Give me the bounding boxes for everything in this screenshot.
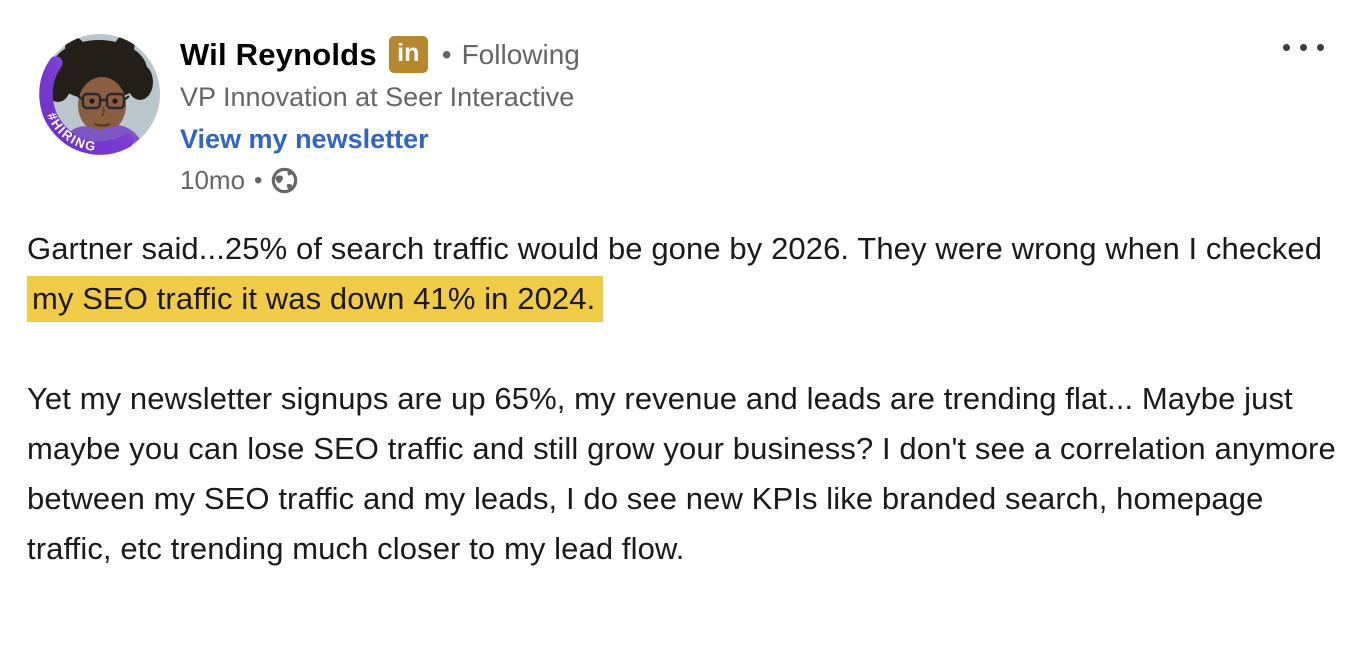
post-paragraph-1: Gartner said...25% of search traffic wou…	[27, 224, 1340, 324]
post-paragraph-2: Yet my newsletter signups are up 65%, my…	[27, 381, 1336, 566]
post-meta-row: 10mo •	[180, 165, 580, 196]
avatar[interactable]: #HIRING	[36, 30, 164, 158]
avatar-photo: #HIRING	[39, 34, 160, 155]
post-timestamp: 10mo	[180, 165, 246, 195]
header-info: Wil Reynolds in • Following VP Innovatio…	[180, 30, 580, 196]
hiring-ring	[39, 56, 134, 155]
following-status[interactable]: Following	[461, 38, 580, 70]
highlighted-text: my SEO traffic it was down 41% in 2024.	[27, 276, 604, 322]
ellipsis-dot	[1317, 44, 1324, 51]
dot-separator: •	[254, 166, 263, 194]
post-header: #HIRING Wil Reynolds in • Following VP I…	[0, 0, 1368, 196]
ellipsis-dot	[1283, 44, 1290, 51]
dot-separator: •	[441, 38, 452, 70]
ellipsis-dot	[1300, 44, 1307, 51]
paragraph-1-text: Gartner said...25% of search traffic wou…	[27, 231, 1323, 266]
author-name[interactable]: Wil Reynolds	[180, 36, 377, 72]
globe-icon	[271, 167, 298, 194]
post-body-text: Gartner said...25% of search traffic wou…	[0, 196, 1368, 574]
linkedin-badge-icon: in	[388, 36, 428, 73]
newsletter-link[interactable]: View my newsletter	[180, 124, 429, 154]
author-headline: VP Innovation at Seer Interactive	[180, 82, 575, 112]
post-options-menu-button[interactable]	[1277, 38, 1330, 57]
name-row: Wil Reynolds in • Following	[180, 36, 580, 73]
